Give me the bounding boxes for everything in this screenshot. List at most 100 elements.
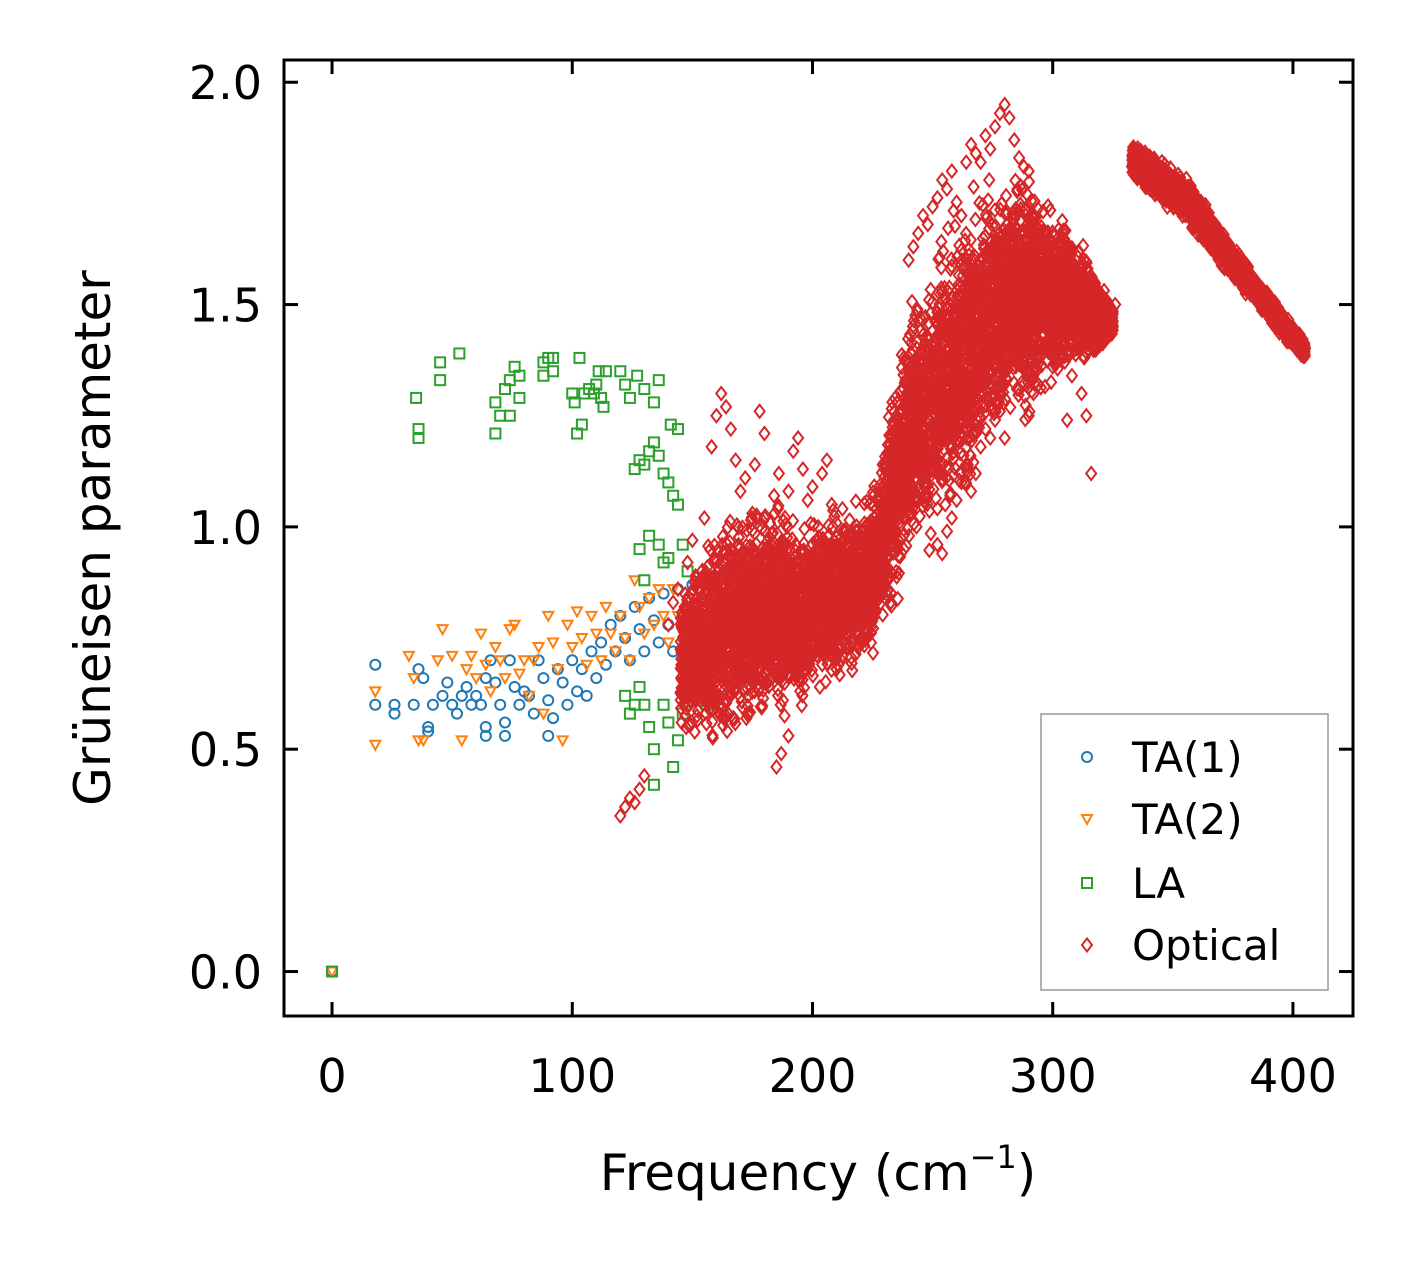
optical-cloud-point xyxy=(804,515,817,532)
optical-cloud-point xyxy=(691,702,705,719)
data-point xyxy=(657,698,670,711)
optical-cloud-point xyxy=(677,652,690,669)
optical-cloud-point xyxy=(755,520,769,537)
data-point xyxy=(368,739,382,752)
data-point xyxy=(638,645,651,658)
data-point xyxy=(568,396,581,409)
optical-cloud-point xyxy=(793,682,807,700)
optical-cloud-point xyxy=(720,616,734,633)
data-point xyxy=(571,685,584,698)
data-point xyxy=(590,378,603,391)
optical-cloud-point xyxy=(708,626,721,643)
data-point xyxy=(512,668,527,681)
optical-cloud-point xyxy=(744,618,758,636)
data-point xyxy=(402,650,416,663)
optical-cloud-point xyxy=(703,701,716,718)
data-point xyxy=(422,720,435,733)
optical-cloud-point xyxy=(675,679,688,697)
data-point xyxy=(671,734,684,747)
optical-cloud-point xyxy=(774,540,787,558)
optical-cloud-point xyxy=(700,715,713,732)
optical-cloud-point xyxy=(751,662,764,680)
data-point xyxy=(573,351,586,364)
data-point xyxy=(580,689,593,702)
optical-cloud-point xyxy=(780,518,794,536)
data-point xyxy=(619,689,632,702)
optical-cloud-point xyxy=(725,674,739,692)
optical-cloud-point xyxy=(754,698,768,715)
data-point xyxy=(666,584,680,597)
optical-cloud-point xyxy=(681,632,694,649)
data-point xyxy=(599,365,612,378)
data-point xyxy=(431,655,445,668)
data-point xyxy=(662,552,675,565)
data-point xyxy=(474,698,487,711)
optical-cloud-point xyxy=(706,729,720,746)
optical-cloud-point xyxy=(793,562,807,579)
optical-cloud-point xyxy=(746,597,759,614)
optical-cloud-point xyxy=(742,554,755,571)
data-point xyxy=(479,672,492,685)
optical-cloud-point xyxy=(781,558,794,575)
data-point xyxy=(537,672,550,685)
data-point xyxy=(513,369,526,382)
optical-cloud-point xyxy=(679,699,693,717)
optical-cloud-point xyxy=(724,687,738,704)
optical-cloud-point xyxy=(718,635,732,653)
data-point xyxy=(474,628,488,641)
data-point xyxy=(536,708,551,721)
optical-cloud-point xyxy=(711,562,725,580)
data-point xyxy=(531,641,546,654)
data-point xyxy=(435,624,450,637)
data-point xyxy=(614,365,627,378)
optical-cloud-point xyxy=(748,556,762,573)
data-point xyxy=(412,423,425,436)
data-point xyxy=(527,655,541,668)
optical-cloud-point xyxy=(796,543,809,560)
optical-cloud-point xyxy=(698,619,712,637)
data-point xyxy=(667,760,680,773)
optical-cloud-point xyxy=(768,505,782,522)
optical-cloud-point xyxy=(674,616,687,633)
optical-cloud-point xyxy=(750,562,764,579)
data-point xyxy=(590,672,603,685)
data-point xyxy=(493,655,507,668)
optical-cloud-point xyxy=(771,681,785,698)
optical-cloud-point xyxy=(746,505,759,522)
data-point xyxy=(638,574,651,587)
data-point xyxy=(479,720,492,733)
optical-cloud-point xyxy=(720,659,734,676)
data-point xyxy=(547,351,560,364)
optical-cloud-point xyxy=(703,596,716,613)
optical-cloud-point xyxy=(776,692,790,709)
data-point xyxy=(561,698,574,711)
data-point xyxy=(594,655,608,668)
data-point xyxy=(652,584,666,597)
data-point xyxy=(434,356,447,369)
optical-cloud-point xyxy=(690,626,703,643)
data-point xyxy=(517,655,531,668)
data-point xyxy=(547,365,560,378)
data-point xyxy=(599,601,613,614)
data-point xyxy=(584,610,599,623)
optical-cloud-point xyxy=(696,562,709,579)
optical-cloud-point xyxy=(736,519,749,536)
data-marks xyxy=(325,96,1312,979)
data-point xyxy=(503,654,516,667)
optical-cloud-point xyxy=(722,687,735,705)
series-la xyxy=(326,347,728,978)
data-point xyxy=(416,735,431,748)
optical-cloud-point xyxy=(719,651,732,668)
data-point xyxy=(647,743,660,756)
optical-cloud-point xyxy=(785,589,799,607)
data-point xyxy=(369,698,382,711)
optical-cloud-point xyxy=(776,627,790,645)
optical-cloud-point xyxy=(711,644,724,661)
optical-cloud-point xyxy=(684,716,697,733)
optical-cloud-point xyxy=(716,707,730,724)
data-point xyxy=(407,673,421,686)
data-point xyxy=(604,628,618,641)
optical-cloud-point xyxy=(762,678,776,695)
optical-cloud-point xyxy=(689,617,702,635)
optical-cloud-point xyxy=(720,723,734,740)
